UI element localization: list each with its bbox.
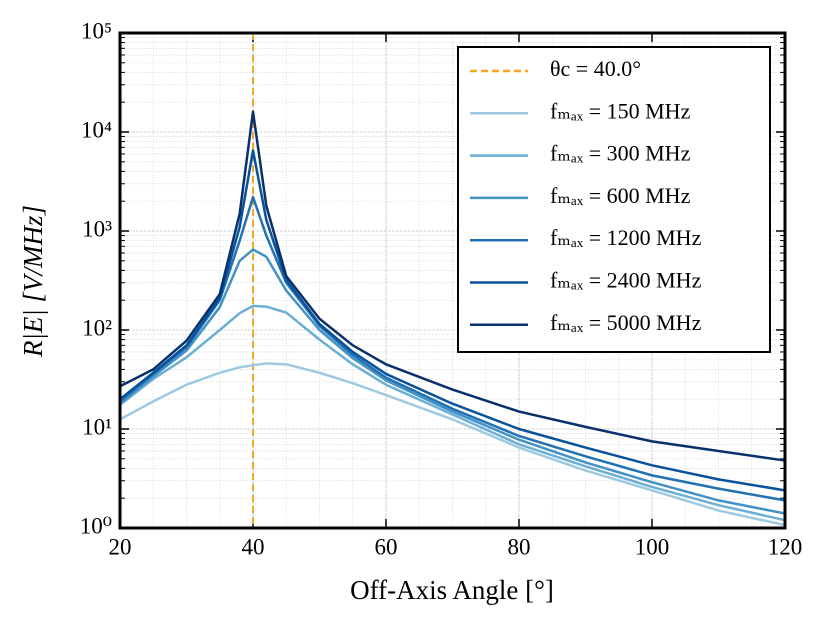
plot-frame: [118, 31, 787, 530]
series-line: [119, 362, 786, 527]
x-tick-label: 120: [768, 534, 803, 559]
x-tick-label: 100: [635, 534, 670, 559]
y-tick-label: 10⁵: [81, 18, 112, 43]
y-tick-label: 10⁴: [81, 117, 112, 142]
y-axis-label: R|E| [V/MHz]: [18, 205, 48, 358]
series-line: [119, 149, 786, 492]
legend-label: θc = 40.0°: [550, 56, 641, 81]
x-tick-label: 80: [508, 534, 531, 559]
legend-label: fₘₐₓ = 150 MHz: [550, 98, 691, 123]
x-tick-label: 40: [242, 534, 265, 559]
y-tick-label: 10³: [82, 216, 112, 241]
x-tick-label: 20: [109, 534, 132, 559]
legend-label: fₘₐₓ = 1200 MHz: [550, 225, 702, 250]
y-tick-label: 10⁰: [80, 513, 112, 538]
y-tick-label: 10²: [82, 315, 112, 340]
series-line: [119, 110, 786, 462]
series-line: [119, 304, 786, 522]
x-axis-label: Off-Axis Angle [°]: [350, 575, 554, 605]
y-tick-label: 10¹: [82, 414, 112, 439]
x-tick-label: 60: [375, 534, 398, 559]
series-line: [119, 248, 786, 515]
legend-box: [457, 46, 771, 353]
legend-label: fₘₐₓ = 2400 MHz: [550, 268, 702, 293]
legend-label: fₘₐₓ = 300 MHz: [550, 141, 691, 166]
legend-label: fₘₐₓ = 600 MHz: [550, 183, 691, 208]
legend-label: fₘₐₓ = 5000 MHz: [550, 310, 702, 335]
